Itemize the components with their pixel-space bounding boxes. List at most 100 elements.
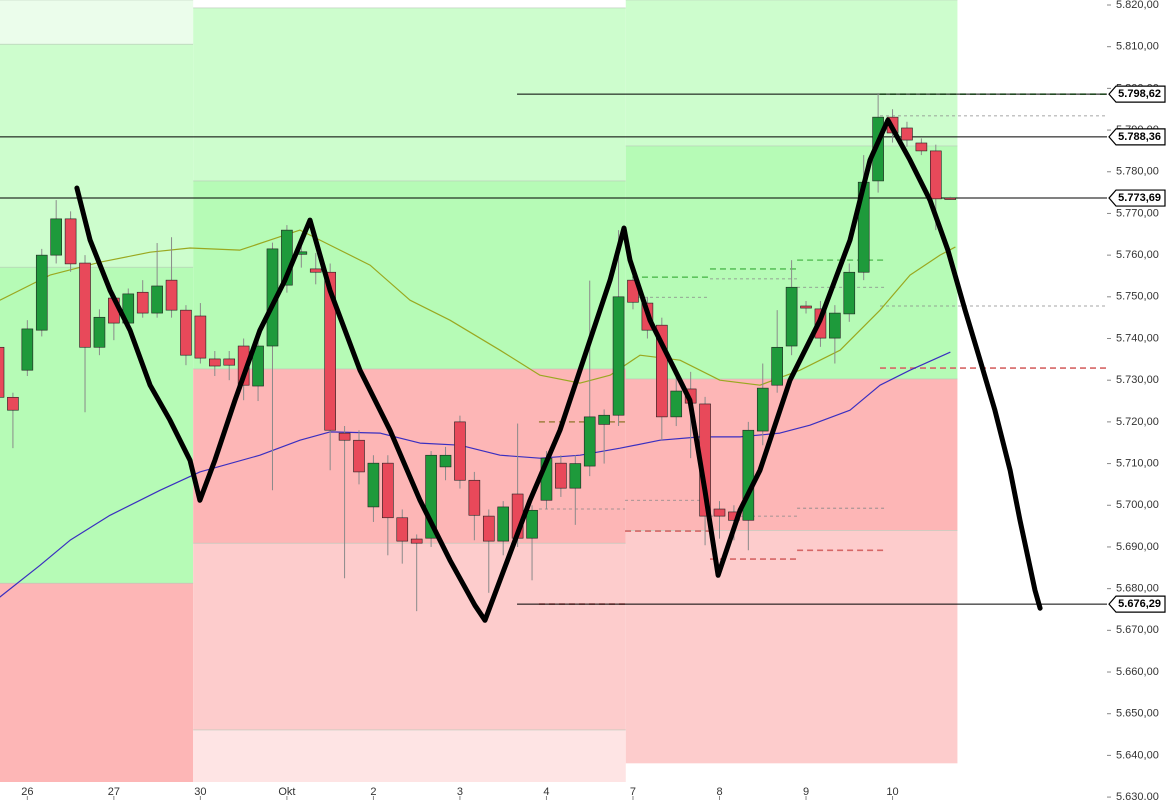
zone — [0, 267, 194, 584]
candle-body — [64, 218, 77, 265]
candle-body — [656, 324, 668, 418]
candle-body — [901, 127, 913, 141]
candle-body — [338, 432, 351, 441]
y-tick-label: 5.760,00 — [1116, 249, 1159, 261]
candle-body — [367, 462, 380, 508]
zone — [193, 729, 626, 782]
candle-body — [829, 312, 841, 339]
candle-body — [382, 462, 394, 519]
candle-body — [194, 315, 207, 359]
zone — [0, 0, 194, 45]
x-tick-label: 3 — [457, 786, 463, 798]
candle-body — [482, 515, 495, 542]
x-tick-label: 7 — [630, 786, 636, 798]
x-axis-band — [0, 782, 1107, 800]
overlay-line — [74, 117, 1043, 623]
y-tick-label: 5.630,00 — [1116, 791, 1159, 800]
candle-body — [800, 305, 812, 309]
zone — [0, 583, 194, 782]
y-tick-label: 5.710,00 — [1116, 457, 1159, 469]
y-tick-label: 5.770,00 — [1116, 207, 1159, 219]
price-label: 5.788,36 — [1118, 131, 1161, 143]
price-label: 5.676,29 — [1118, 598, 1161, 610]
y-tick-label: 5.730,00 — [1116, 374, 1159, 386]
x-tick-label: Okt — [278, 786, 295, 798]
candle-body — [136, 291, 149, 314]
candle-body — [79, 262, 91, 348]
zone — [0, 44, 194, 268]
plot-area — [0, 0, 1107, 782]
candle-body — [410, 538, 423, 544]
x-tick-label: 2 — [370, 786, 376, 798]
candle-body — [771, 346, 783, 386]
candle-body — [151, 285, 163, 314]
candle-body — [468, 479, 481, 516]
y-tick-label: 5.660,00 — [1116, 666, 1159, 678]
y-tick-label: 5.690,00 — [1116, 541, 1159, 553]
candle-body — [180, 309, 192, 356]
candle-body — [915, 142, 928, 152]
candle-body — [583, 416, 596, 467]
zone — [193, 180, 626, 369]
x-tick-label: 26 — [21, 786, 33, 798]
price-label-box — [1108, 189, 1166, 207]
candle-body — [324, 271, 336, 431]
candle-body — [742, 429, 755, 521]
candle-body — [944, 197, 957, 200]
candle-body — [670, 390, 683, 418]
candle-body — [396, 517, 409, 542]
y-tick-label: 5.720,00 — [1116, 416, 1159, 428]
y-tick-label: 5.750,00 — [1116, 291, 1159, 303]
candle-body — [526, 509, 538, 539]
candle-body — [0, 346, 5, 398]
x-tick-label: 9 — [803, 786, 809, 798]
price-label-box — [1108, 128, 1166, 146]
price-label-box — [1108, 85, 1166, 103]
y-tick-label: 5.740,00 — [1116, 332, 1159, 344]
y-tick-label: 5.700,00 — [1116, 499, 1159, 511]
y-tick-label: 5.780,00 — [1116, 166, 1159, 178]
x-tick-label: 27 — [108, 786, 120, 798]
candle-body — [843, 271, 856, 315]
candle-body — [309, 268, 322, 273]
y-tick-label: 5.640,00 — [1116, 749, 1159, 761]
axis-band — [1107, 0, 1167, 800]
zone — [625, 530, 958, 764]
y-tick-label: 5.820,00 — [1116, 0, 1159, 11]
zone — [625, 0, 958, 146]
candle-body — [598, 414, 610, 425]
y-tick-label: 5.680,00 — [1116, 583, 1159, 595]
candle-body — [21, 328, 34, 371]
overlay-line — [0, 351, 951, 598]
x-tick-label: 30 — [194, 786, 206, 798]
y-tick-label: 5.810,00 — [1116, 41, 1159, 53]
price-label: 5.798,62 — [1118, 88, 1161, 100]
candle-body — [612, 296, 625, 416]
candle-body — [93, 316, 106, 348]
candle-body — [555, 462, 567, 489]
candle-body — [165, 279, 178, 311]
x-tick-label: 4 — [543, 786, 549, 798]
candle-body — [756, 387, 769, 432]
candle-body — [7, 396, 19, 411]
zone — [193, 543, 626, 730]
candle-body — [223, 358, 236, 366]
price-label: 5.773,69 — [1118, 192, 1161, 204]
zone — [193, 368, 626, 544]
candle-body — [785, 286, 798, 347]
candle-body — [497, 506, 510, 542]
candle-body — [713, 508, 726, 517]
candle-body — [439, 454, 452, 468]
y-tick-label: 5.670,00 — [1116, 624, 1159, 636]
y-tick-label: 5.650,00 — [1116, 708, 1159, 720]
candle-body — [353, 439, 365, 473]
price-label-box — [1108, 595, 1166, 613]
candle-body — [425, 454, 437, 539]
candle-body — [929, 150, 942, 200]
candle-body — [252, 345, 264, 387]
candle-body — [35, 254, 48, 331]
x-tick-label: 8 — [716, 786, 722, 798]
